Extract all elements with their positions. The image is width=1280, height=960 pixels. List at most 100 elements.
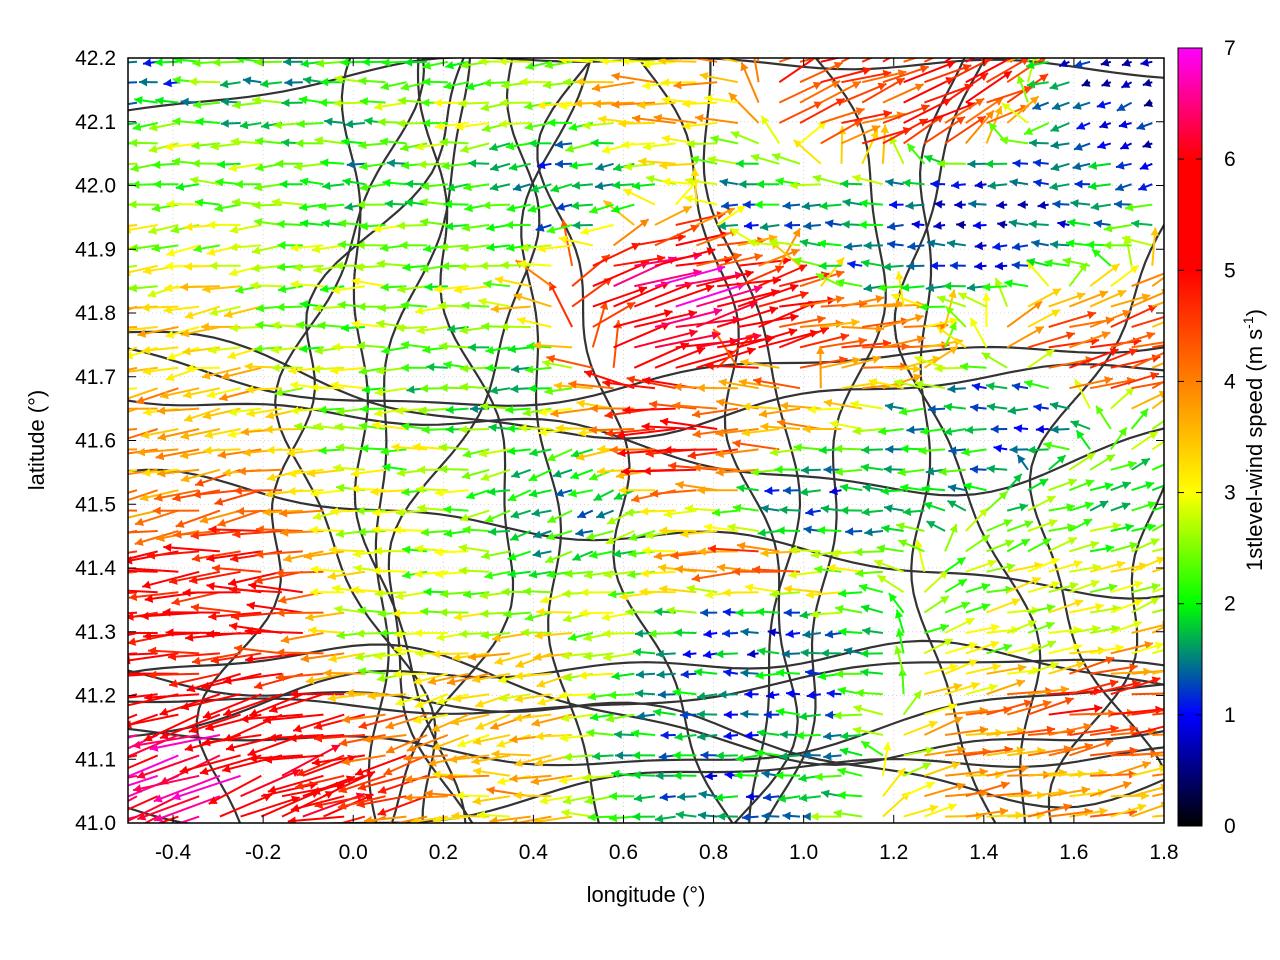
wind-vector-head: [1017, 200, 1026, 209]
wind-vector-head: [293, 162, 303, 171]
wind-vector-head: [222, 468, 231, 477]
wind-vector-head: [118, 304, 126, 313]
wind-vector-head: [200, 322, 209, 332]
wind-vector-head: [626, 375, 636, 384]
wind-vector-head: [139, 77, 148, 87]
wind-vector-head: [1016, 679, 1025, 688]
wind-vector-head: [852, 174, 861, 183]
wind-vector-head: [1005, 38, 1014, 46]
wind-vectors: [70, 38, 1176, 823]
wind-vector-head: [538, 407, 547, 417]
wind-vector-head: [421, 181, 430, 191]
colorbar-label: 1stlevel-wind speed (m s-1): [1240, 309, 1267, 571]
wind-vector-head: [293, 422, 303, 431]
wind-vector-head: [192, 58, 201, 68]
wind-vector-head: [252, 200, 261, 210]
wind-vector-head: [327, 693, 336, 703]
wind-vector-shaft: [267, 774, 324, 793]
wind-vector-head: [229, 323, 238, 333]
wind-vector-shaft: [1048, 311, 1097, 328]
wind-vector-head: [153, 180, 162, 189]
wind-vector-head: [591, 83, 601, 92]
wind-vector-head: [128, 655, 131, 665]
wind-vector-head: [988, 683, 998, 692]
wind-vector-head: [460, 144, 469, 154]
wind-vector-head: [439, 341, 448, 351]
wind-vector-head: [1011, 261, 1020, 270]
wind-vector-head: [202, 411, 212, 420]
wind-vector-head: [489, 182, 499, 192]
wind-vector-head: [1167, 459, 1176, 467]
wind-vector-head: [345, 688, 354, 698]
wind-vector-shaft: [128, 448, 158, 455]
wind-vector-head: [558, 235, 568, 244]
wind-vector-head: [128, 267, 131, 277]
wind-vector-head: [535, 223, 545, 232]
wind-vector-head: [1013, 473, 1022, 483]
wind-vector-head: [920, 426, 929, 436]
wind-vector-head: [166, 352, 176, 361]
wind-vector-head: [803, 525, 812, 534]
wind-vector-head: [439, 608, 448, 617]
wind-vector-shaft: [778, 326, 830, 349]
wind-vector-head: [893, 378, 903, 388]
x-tick-label: -0.4: [155, 841, 192, 864]
wind-vector-head: [823, 465, 832, 474]
wind-vector-head: [255, 549, 264, 559]
wind-vector-head: [87, 671, 95, 680]
wind-vector-head: [921, 484, 930, 494]
wind-vector-head: [996, 200, 1005, 210]
wind-vector-shaft: [758, 291, 809, 308]
wind-vector-head: [182, 588, 191, 597]
wind-vector-head: [939, 570, 948, 580]
x-tick-label: 0.6: [609, 841, 638, 864]
wind-vector-head: [663, 309, 673, 318]
wind-vector-shaft: [294, 774, 345, 789]
wind-vector-head: [128, 637, 137, 646]
contour-line: [637, 58, 799, 823]
wind-vector-head: [993, 444, 1002, 453]
wind-vector-head: [722, 588, 731, 597]
wind-vector-head: [494, 275, 504, 285]
wind-vector-shaft: [223, 672, 283, 683]
wind-vector-head: [155, 96, 164, 106]
wind-vector-head: [700, 750, 709, 760]
wind-vector-head: [70, 783, 79, 791]
wind-vector-shaft: [1131, 341, 1164, 349]
wind-vector-head: [989, 122, 998, 132]
wind-vector-shaft: [128, 589, 158, 594]
wind-vector-head: [542, 80, 552, 90]
wind-vector-head: [334, 74, 343, 84]
wind-vector-shaft: [778, 101, 823, 124]
wind-vector-head: [640, 569, 649, 578]
wind-vector-shaft: [716, 289, 780, 308]
wind-vector-head: [738, 179, 747, 189]
wind-vector-head: [758, 409, 768, 418]
wind-vector-head: [357, 200, 365, 209]
wind-vector-head: [288, 733, 297, 743]
wind-vector-head: [245, 385, 254, 394]
wind-vector-head: [814, 565, 823, 574]
wind-vector-head: [1139, 408, 1148, 418]
wind-vector-head: [1027, 620, 1037, 629]
wind-vector-head: [262, 507, 271, 517]
wind-vector-head: [795, 731, 804, 740]
wind-vector-head: [692, 409, 701, 419]
wind-vector-head: [561, 651, 570, 660]
wind-vector-head: [227, 351, 237, 360]
wind-vector-head: [331, 342, 340, 352]
colorbar-tick-label: 0: [1224, 815, 1236, 838]
wind-vector-head: [800, 465, 809, 475]
wind-vector-head: [805, 507, 814, 517]
wind-vector-head: [328, 654, 337, 663]
wind-vector-head: [232, 100, 241, 110]
wind-vector-head: [735, 608, 744, 618]
wind-vector-head: [441, 261, 450, 271]
wind-vector-head: [423, 244, 432, 253]
wind-vector-head: [830, 549, 839, 558]
wind-vector-head: [507, 569, 516, 578]
wind-vector-head: [546, 354, 556, 364]
wind-vector-head: [118, 754, 127, 762]
wind-vector-head: [534, 631, 543, 640]
wind-vector-head: [1101, 331, 1111, 340]
